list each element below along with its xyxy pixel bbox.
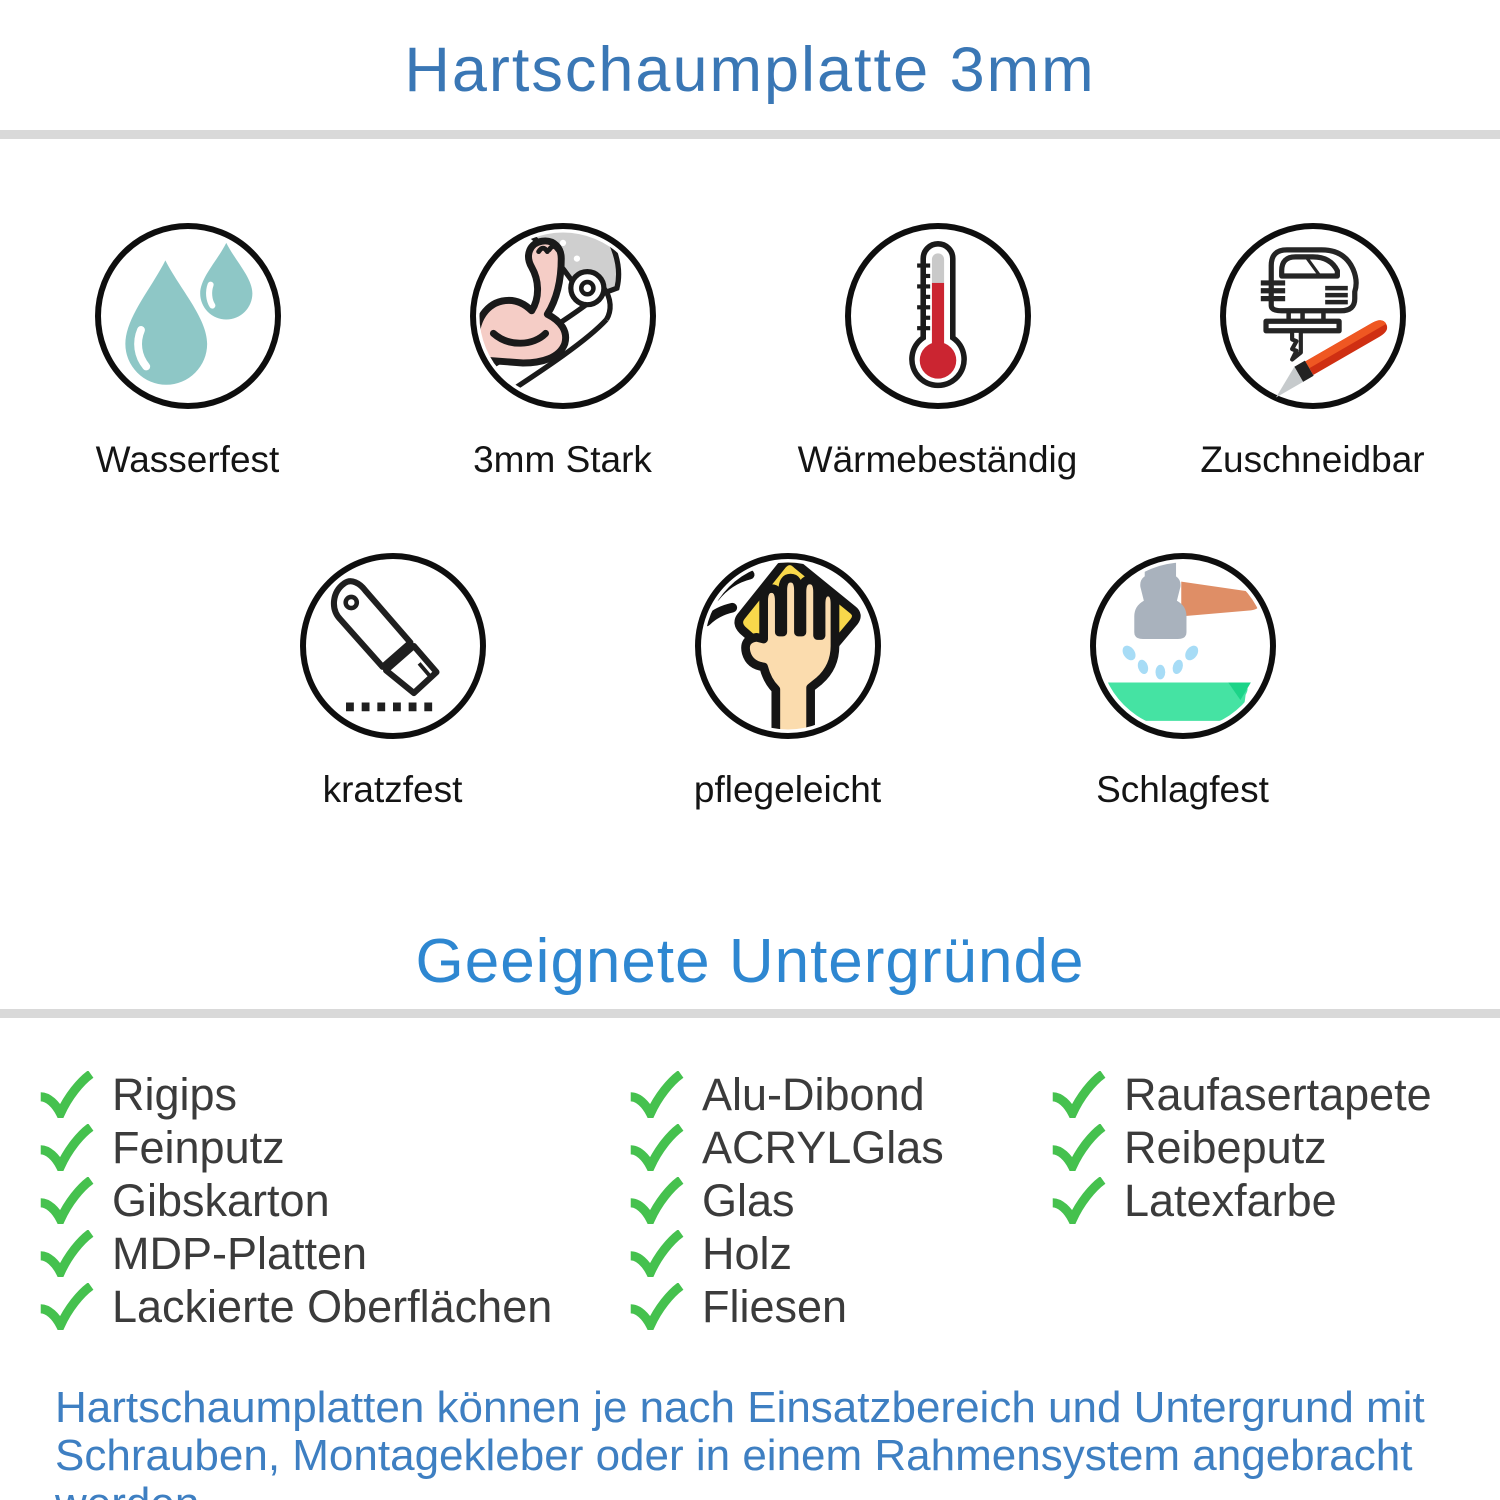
checkmark-icon — [1048, 1177, 1106, 1224]
check-label: Reibeputz — [1124, 1121, 1327, 1173]
check-item: ACRYLGlas — [626, 1121, 944, 1174]
cleaning-hand-icon — [703, 562, 861, 730]
checkmark-icon — [1048, 1071, 1106, 1118]
page-title: Hartschaumplatte 3mm — [404, 35, 1096, 105]
checkmark-icon — [1048, 1124, 1106, 1171]
checkmark-icon — [36, 1177, 94, 1224]
check-label: Glas — [702, 1174, 795, 1226]
section-divider — [0, 1009, 1500, 1018]
checkmark-icon — [626, 1230, 684, 1277]
jigsaw-icon — [1260, 247, 1387, 398]
feature-label: kratzfest — [322, 769, 463, 810]
check-label: Latexfarbe — [1124, 1174, 1337, 1226]
feature-label: Wärmebeständig — [797, 439, 1078, 480]
check-label: Feinputz — [112, 1121, 285, 1173]
checklist-column-2: Alu-Dibond ACRYLGlas Glas Holz Fliesen — [626, 1068, 944, 1333]
check-item: Reibeputz — [1048, 1121, 1432, 1174]
checklist-column-3: Raufasertapete Reibeputz Latexfarbe — [1048, 1068, 1432, 1227]
feature-circle — [1219, 223, 1406, 409]
feature-waermebestaendig: Wärmebeständig — [750, 223, 1125, 481]
feature-label: Schlagfest — [1096, 769, 1269, 810]
checkmark-icon — [36, 1071, 94, 1118]
hammer-icon — [1102, 562, 1261, 721]
feature-schlagfest: Schlagfest — [995, 553, 1370, 811]
footer-note-line-2: Schrauben, Montagekleber oder in einem R… — [55, 1431, 1413, 1500]
check-label: MDP-Platten — [112, 1227, 368, 1279]
feature-row-2: kratzfest pflegeleicht — [205, 553, 1370, 811]
feature-label: pflegeleicht — [693, 769, 882, 810]
check-item: Feinputz — [36, 1121, 552, 1174]
checkmark-icon — [36, 1230, 94, 1277]
feature-label: 3mm Stark — [473, 439, 652, 480]
feature-circle — [844, 223, 1031, 409]
checkmark-icon — [36, 1283, 94, 1330]
footer-note: Hartschaumplatten können je nach Einsatz… — [55, 1384, 1500, 1500]
checkmark-icon — [626, 1071, 684, 1118]
feature-circle — [94, 223, 281, 409]
checkmark-icon — [626, 1124, 684, 1171]
check-item: Latexfarbe — [1048, 1174, 1432, 1227]
check-item: Holz — [626, 1227, 944, 1280]
check-item: Glas — [626, 1174, 944, 1227]
thermometer-icon — [908, 241, 967, 389]
feature-3mm-stark: 3mm Stark — [375, 223, 750, 481]
check-item: Rigips — [36, 1068, 552, 1121]
feature-wasserfest: Wasserfest — [0, 223, 375, 481]
check-label: Holz — [702, 1227, 793, 1279]
checkmark-icon — [36, 1124, 94, 1171]
feature-zuschneidbar: Zuschneidbar — [1125, 223, 1500, 481]
water-drops-icon — [124, 242, 252, 385]
check-label: Lackierte Oberflächen — [112, 1280, 553, 1332]
check-item: Alu-Dibond — [626, 1068, 944, 1121]
feature-label: Zuschneidbar — [1200, 439, 1425, 480]
substrates-title: Geeignete Untergründe — [415, 927, 1085, 996]
check-label: Fliesen — [702, 1280, 848, 1332]
muscle-arm-icon — [478, 232, 621, 400]
feature-label: Wasserfest — [95, 439, 280, 480]
feature-kratzfest: kratzfest — [205, 553, 580, 811]
check-label: ACRYLGlas — [702, 1121, 944, 1173]
checkmark-icon — [626, 1177, 684, 1224]
utility-knife-icon — [330, 578, 440, 712]
check-item: Lackierte Oberflächen — [36, 1280, 552, 1333]
check-item: Gibskarton — [36, 1174, 552, 1227]
feature-row-1: Wasserfest — [0, 223, 1500, 481]
feature-pflegeleicht: pflegeleicht — [600, 553, 975, 811]
checkmark-icon — [626, 1283, 684, 1330]
check-item: MDP-Platten — [36, 1227, 552, 1280]
check-label: Raufasertapete — [1124, 1068, 1432, 1120]
check-item: Raufasertapete — [1048, 1068, 1432, 1121]
footer-note-line-1: Hartschaumplatten können je nach Einsatz… — [55, 1383, 1425, 1432]
section-divider — [0, 130, 1500, 139]
feature-circle — [1089, 553, 1276, 739]
check-label: Rigips — [112, 1068, 238, 1120]
checklist-column-1: Rigips Feinputz Gibskarton MDP-Platten L… — [36, 1068, 552, 1333]
feature-circle — [299, 553, 486, 739]
feature-circle — [469, 223, 656, 409]
check-label: Alu-Dibond — [702, 1068, 925, 1120]
check-item: Fliesen — [626, 1280, 944, 1333]
check-label: Gibskarton — [112, 1174, 330, 1226]
feature-circle — [694, 553, 881, 739]
